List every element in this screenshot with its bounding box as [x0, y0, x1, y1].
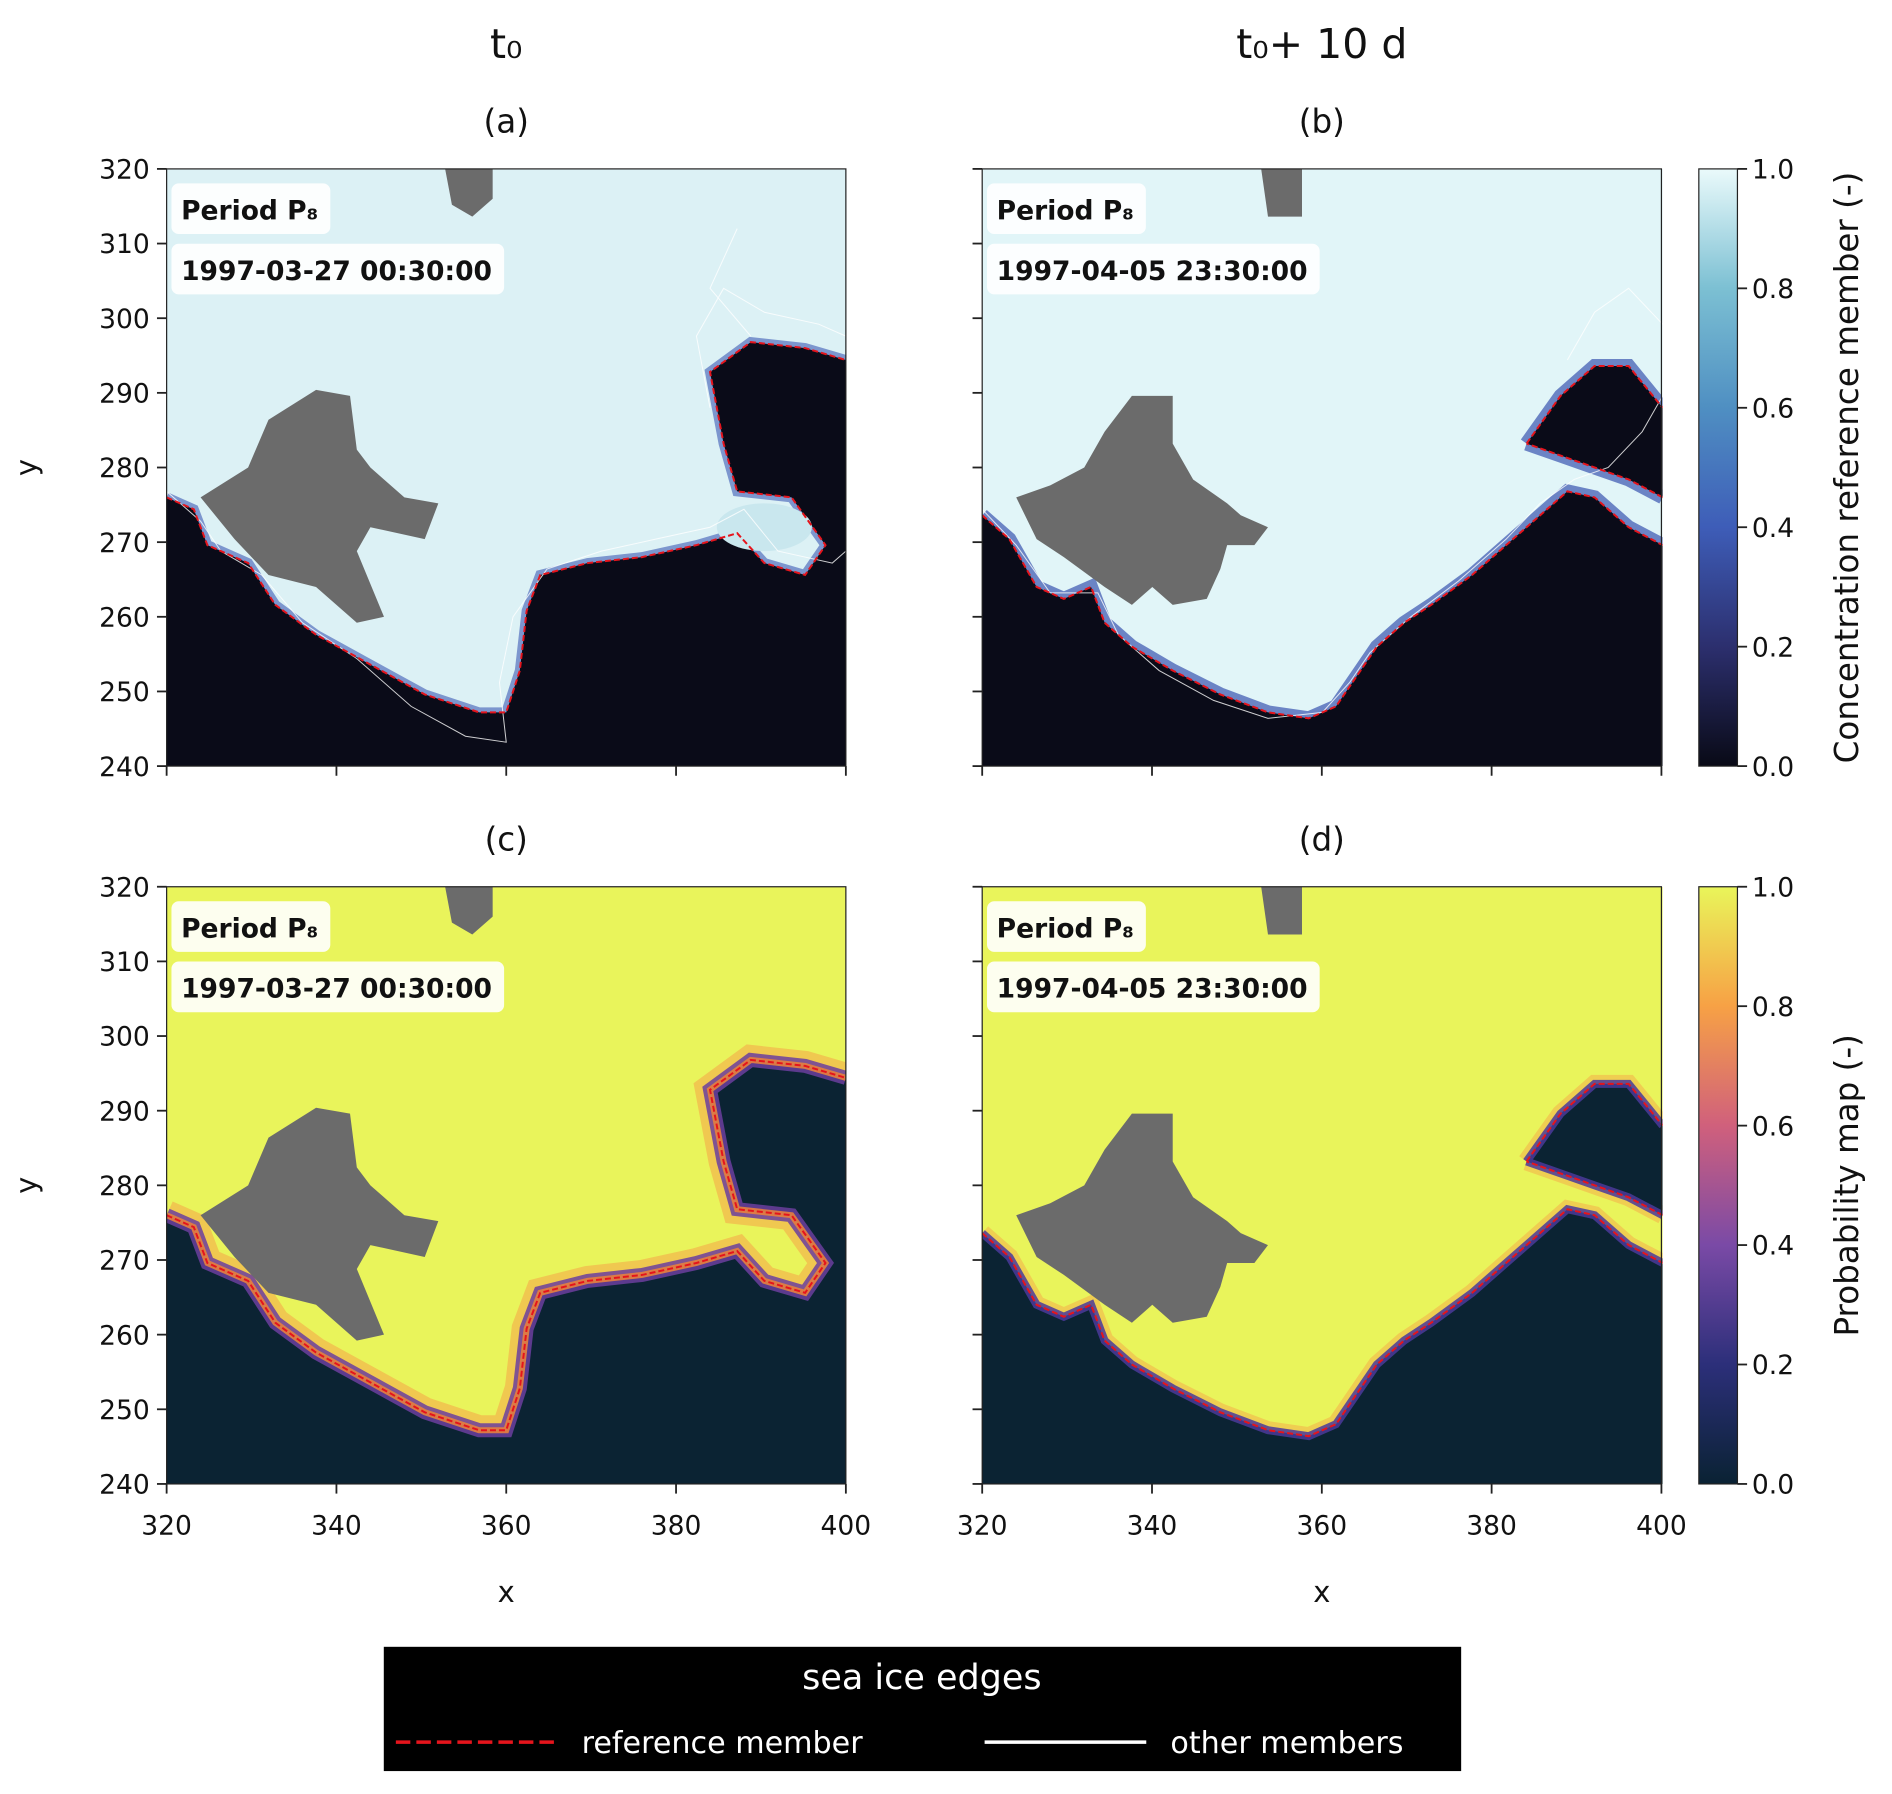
y-tick-label: 250 — [99, 677, 150, 708]
x-tick-label: 360 — [1296, 1511, 1347, 1542]
annotation-box — [171, 183, 331, 235]
annotation-box — [171, 961, 505, 1013]
colorbar-tick-label: 0.2 — [1752, 1350, 1794, 1381]
panel-title: (c) — [485, 821, 528, 859]
y-tick-label: 280 — [99, 453, 150, 484]
legend-label: reference member — [582, 1726, 864, 1761]
x-tick-label: 340 — [311, 1511, 362, 1542]
y-tick-label: 300 — [99, 304, 150, 335]
y-tick-label: 300 — [99, 1022, 150, 1053]
annotation: 1997-04-05 23:30:00 — [997, 974, 1308, 1005]
colorbar-tick-label: 0.8 — [1752, 992, 1794, 1023]
colorbar-tick-label: 1.0 — [1752, 872, 1794, 903]
x-tick-label: 340 — [1127, 1511, 1178, 1542]
legend-title: sea ice edges — [802, 1658, 1042, 1698]
column-title: t₀+ 10 d — [1236, 20, 1407, 68]
colorbar-tick-label: 0.6 — [1752, 393, 1794, 424]
annotation: Period P₈ — [181, 913, 318, 944]
annotation-box — [987, 961, 1320, 1013]
colorbar-tick-label: 0.6 — [1752, 1111, 1794, 1142]
x-tick-label: 320 — [957, 1511, 1008, 1542]
annotation-box — [171, 243, 505, 295]
y-tick-label: 270 — [99, 1246, 150, 1277]
annotation: Period P₈ — [181, 196, 318, 227]
colorbar-tick-label: 0.2 — [1752, 632, 1794, 663]
y-axis-label: y — [9, 1177, 43, 1194]
colorbar-label: Concentration reference member (-) — [1828, 172, 1866, 764]
x-tick-label: 380 — [1466, 1511, 1517, 1542]
panel-title: (b) — [1299, 103, 1345, 141]
y-tick-label: 260 — [99, 602, 150, 633]
y-tick-label: 240 — [99, 1470, 150, 1501]
colorbar-tick-label: 0.8 — [1752, 274, 1794, 305]
colorbar-tick-label: 0.4 — [1752, 513, 1794, 544]
annotation: Period P₈ — [997, 913, 1134, 944]
y-tick-label: 280 — [99, 1171, 150, 1202]
y-tick-label: 260 — [99, 1320, 150, 1351]
y-tick-label: 290 — [99, 1096, 150, 1127]
legend-label: other members — [1170, 1726, 1403, 1761]
colorbar-label: Probability map (-) — [1828, 1034, 1866, 1336]
colorbar-tick-label: 1.0 — [1752, 155, 1794, 186]
x-tick-label: 400 — [821, 1511, 872, 1542]
annotation-box — [987, 183, 1146, 235]
x-tick-label: 380 — [651, 1511, 702, 1542]
panel-title: (d) — [1299, 821, 1345, 859]
annotation: 1997-04-05 23:30:00 — [997, 256, 1308, 287]
y-tick-label: 270 — [99, 528, 150, 559]
y-tick-label: 320 — [99, 872, 150, 903]
x-tick-label: 400 — [1636, 1511, 1687, 1542]
x-axis-label: x — [1313, 1575, 1330, 1609]
y-axis-label: y — [9, 459, 43, 476]
column-title: t₀ — [490, 20, 523, 68]
colorbar-tick-label: 0.0 — [1752, 752, 1794, 783]
legend-box — [383, 1646, 1462, 1772]
colorbar — [1698, 886, 1739, 1485]
annotation-box — [987, 901, 1146, 952]
x-tick-label: 360 — [481, 1511, 532, 1542]
y-tick-label: 240 — [99, 752, 150, 783]
annotation-box — [987, 243, 1320, 295]
annotation: 1997-03-27 00:30:00 — [181, 974, 492, 1005]
colorbar — [1698, 168, 1739, 767]
x-axis-label: x — [498, 1575, 515, 1609]
panel-title: (a) — [484, 103, 529, 141]
colorbar-tick-label: 0.0 — [1752, 1470, 1794, 1501]
annotation-box — [171, 901, 331, 952]
y-tick-label: 320 — [99, 155, 150, 186]
annotation: Period P₈ — [997, 196, 1134, 227]
annotation: 1997-03-27 00:30:00 — [181, 256, 492, 287]
y-tick-label: 250 — [99, 1395, 150, 1426]
y-tick-label: 310 — [99, 229, 150, 260]
colorbar-tick-label: 0.4 — [1752, 1231, 1794, 1262]
y-tick-label: 290 — [99, 379, 150, 410]
x-tick-label: 320 — [141, 1511, 192, 1542]
y-tick-label: 310 — [99, 947, 150, 978]
